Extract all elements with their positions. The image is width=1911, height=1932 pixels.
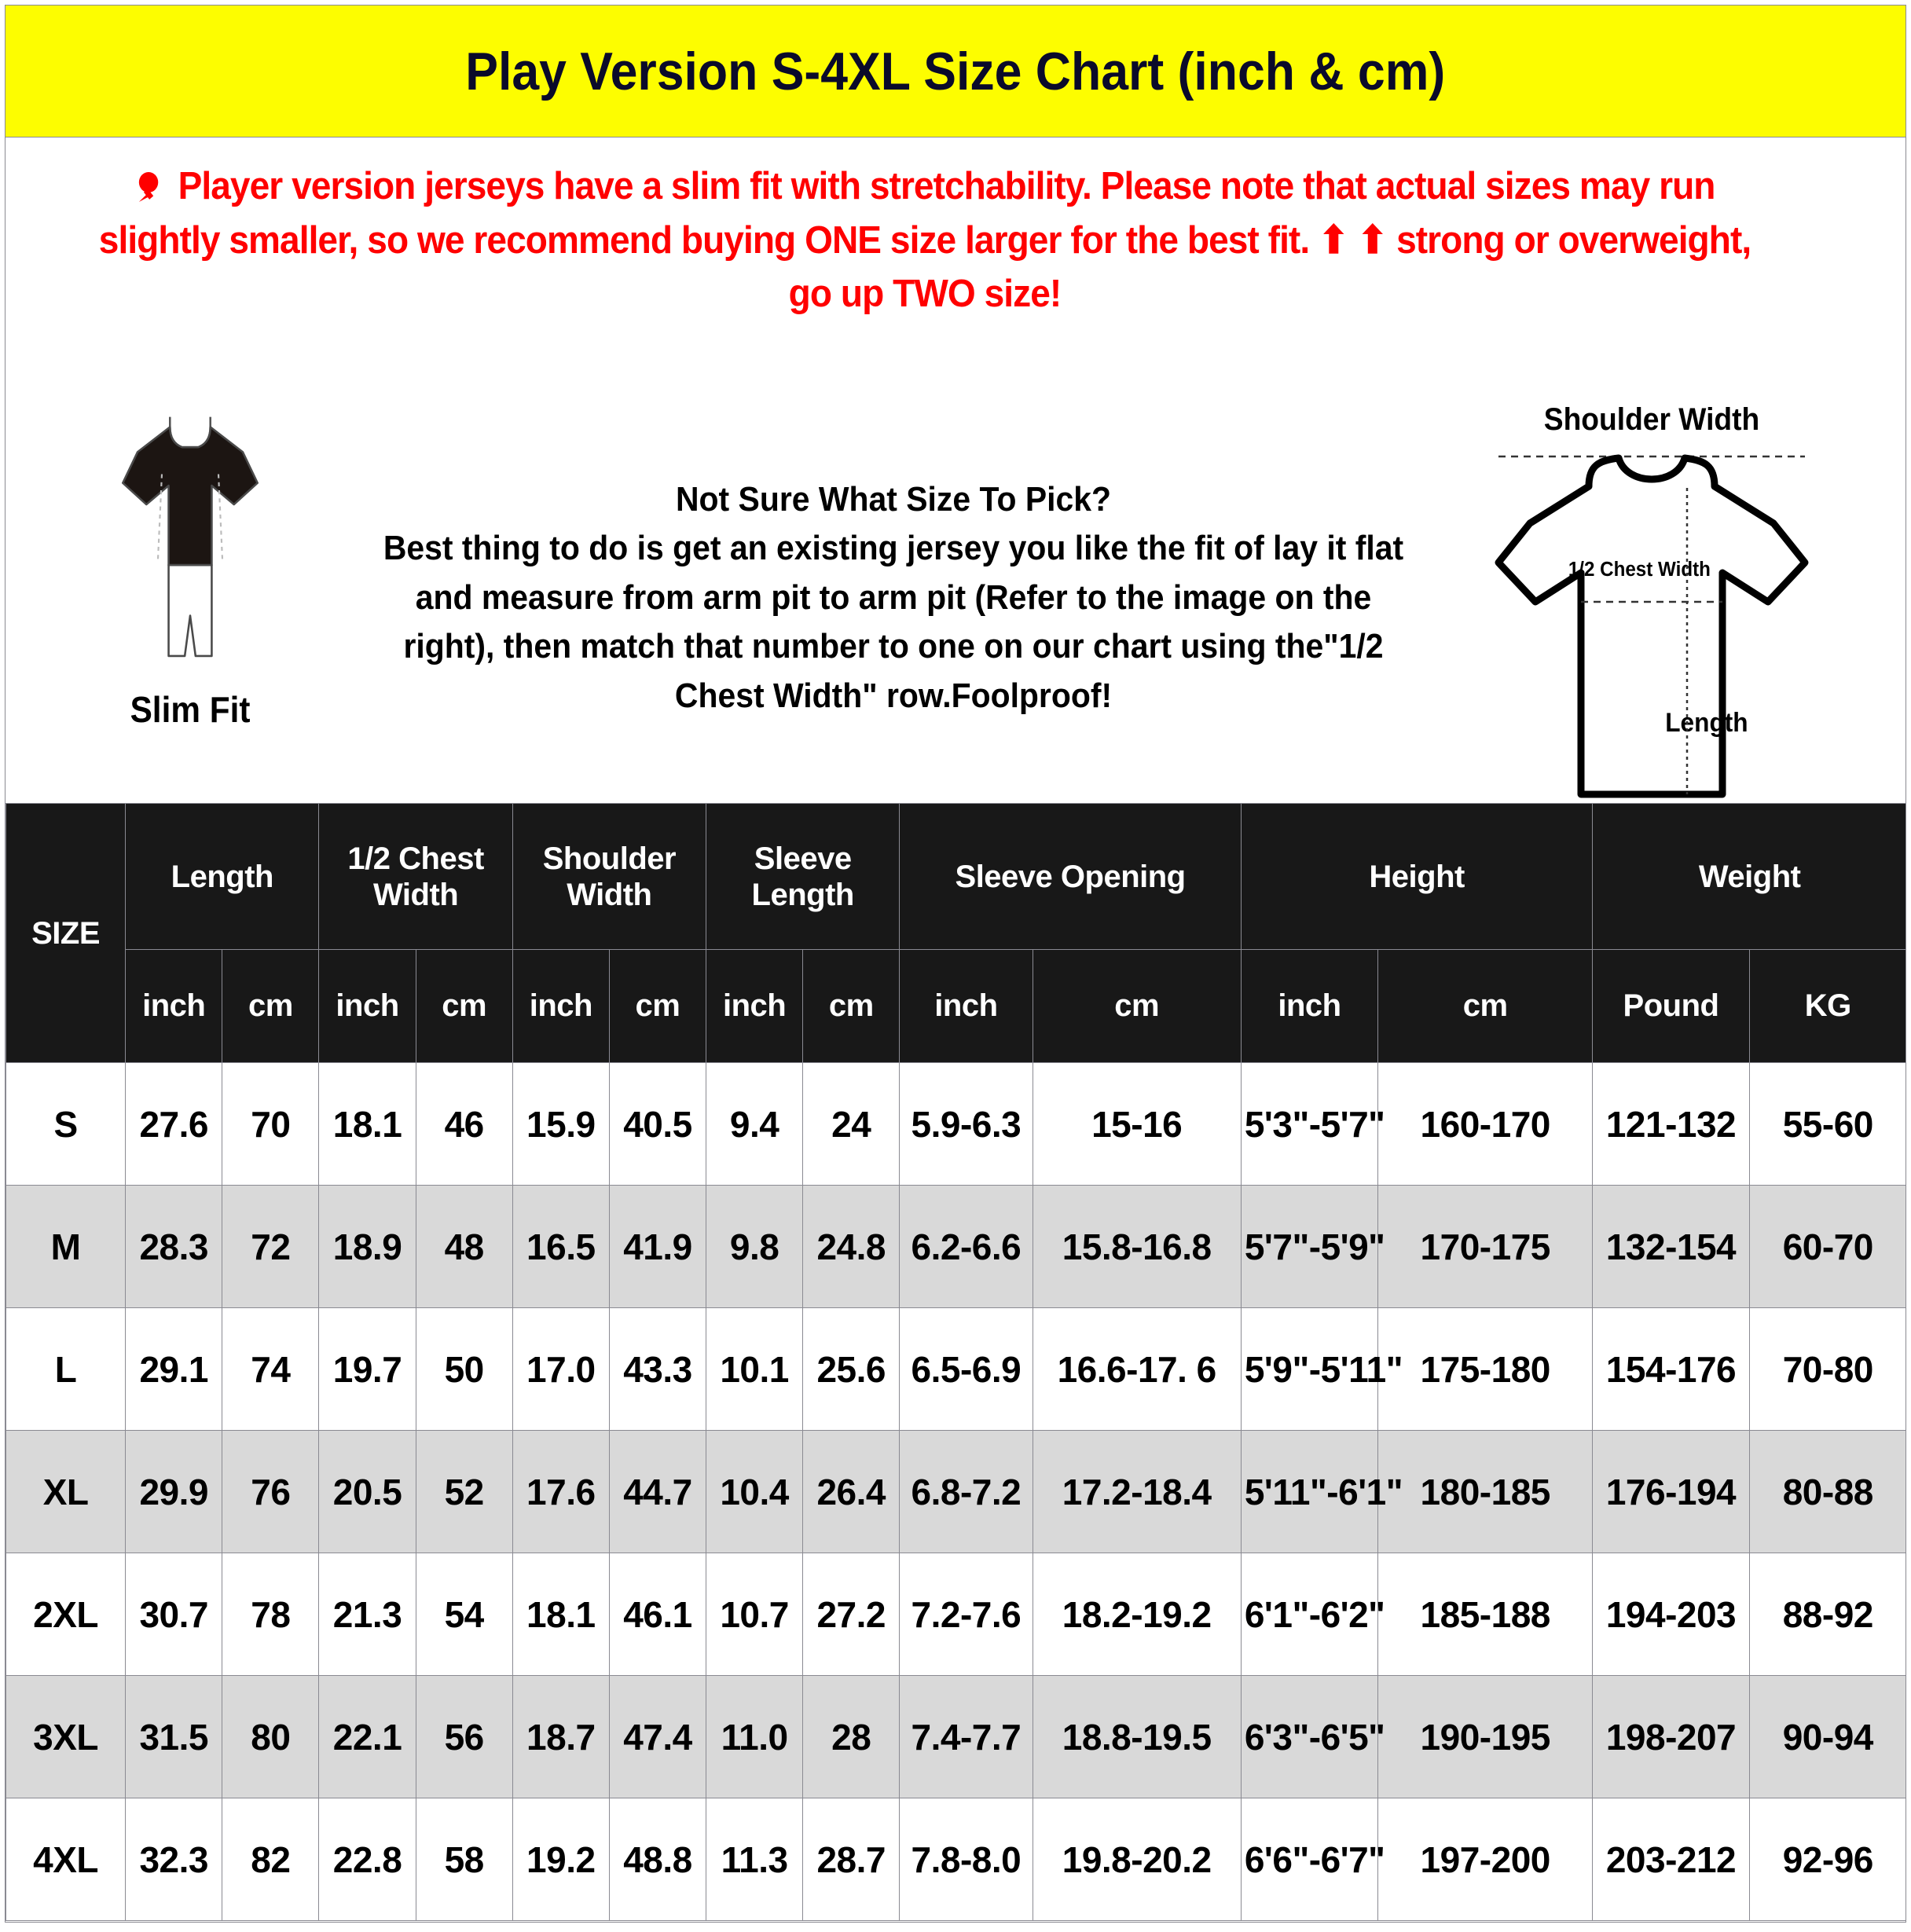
svg-text:Length: Length — [1665, 707, 1748, 737]
svg-text:1/2 Chest Width: 1/2 Chest Width — [1568, 558, 1711, 581]
